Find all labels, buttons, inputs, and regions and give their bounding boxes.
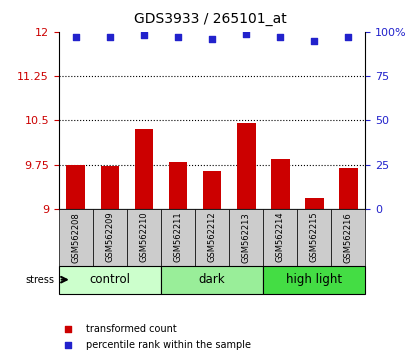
- Bar: [263, 209, 297, 266]
- Bar: [169, 162, 187, 209]
- Text: GSM562209: GSM562209: [105, 212, 114, 263]
- Bar: [161, 209, 195, 266]
- Point: [107, 34, 113, 40]
- Text: GSM562211: GSM562211: [173, 212, 183, 263]
- Text: GSM562213: GSM562213: [241, 212, 251, 263]
- Bar: [195, 209, 229, 266]
- Bar: [297, 209, 331, 266]
- Point: [73, 34, 79, 40]
- Point: [65, 326, 71, 331]
- Bar: [134, 129, 153, 209]
- Text: GSM562214: GSM562214: [276, 212, 285, 263]
- Text: GSM562212: GSM562212: [207, 212, 217, 263]
- Bar: [271, 159, 290, 209]
- Point: [65, 342, 71, 348]
- Point: [175, 34, 181, 40]
- Text: percentile rank within the sample: percentile rank within the sample: [87, 340, 252, 350]
- Text: control: control: [89, 273, 130, 286]
- Bar: [203, 171, 221, 209]
- Bar: [100, 166, 119, 209]
- Point: [209, 36, 215, 42]
- Point: [277, 34, 284, 40]
- Bar: [229, 209, 263, 266]
- Point: [243, 31, 249, 36]
- Bar: [59, 266, 161, 294]
- Bar: [66, 165, 85, 209]
- Text: GSM562210: GSM562210: [139, 212, 148, 263]
- Bar: [339, 167, 358, 209]
- Text: GDS3933 / 265101_at: GDS3933 / 265101_at: [134, 12, 286, 27]
- Text: transformed count: transformed count: [87, 324, 177, 333]
- Text: GSM562216: GSM562216: [344, 212, 353, 263]
- Point: [141, 33, 147, 38]
- Text: high light: high light: [286, 273, 342, 286]
- Bar: [127, 209, 161, 266]
- Bar: [237, 123, 255, 209]
- Point: [345, 34, 352, 40]
- Bar: [331, 209, 365, 266]
- Bar: [59, 209, 93, 266]
- Point: [311, 38, 318, 44]
- Text: stress: stress: [26, 275, 55, 285]
- Bar: [263, 266, 365, 294]
- Bar: [161, 266, 263, 294]
- Text: GSM562208: GSM562208: [71, 212, 80, 263]
- Text: dark: dark: [199, 273, 226, 286]
- Text: GSM562215: GSM562215: [310, 212, 319, 263]
- Bar: [93, 209, 127, 266]
- Bar: [305, 198, 324, 209]
